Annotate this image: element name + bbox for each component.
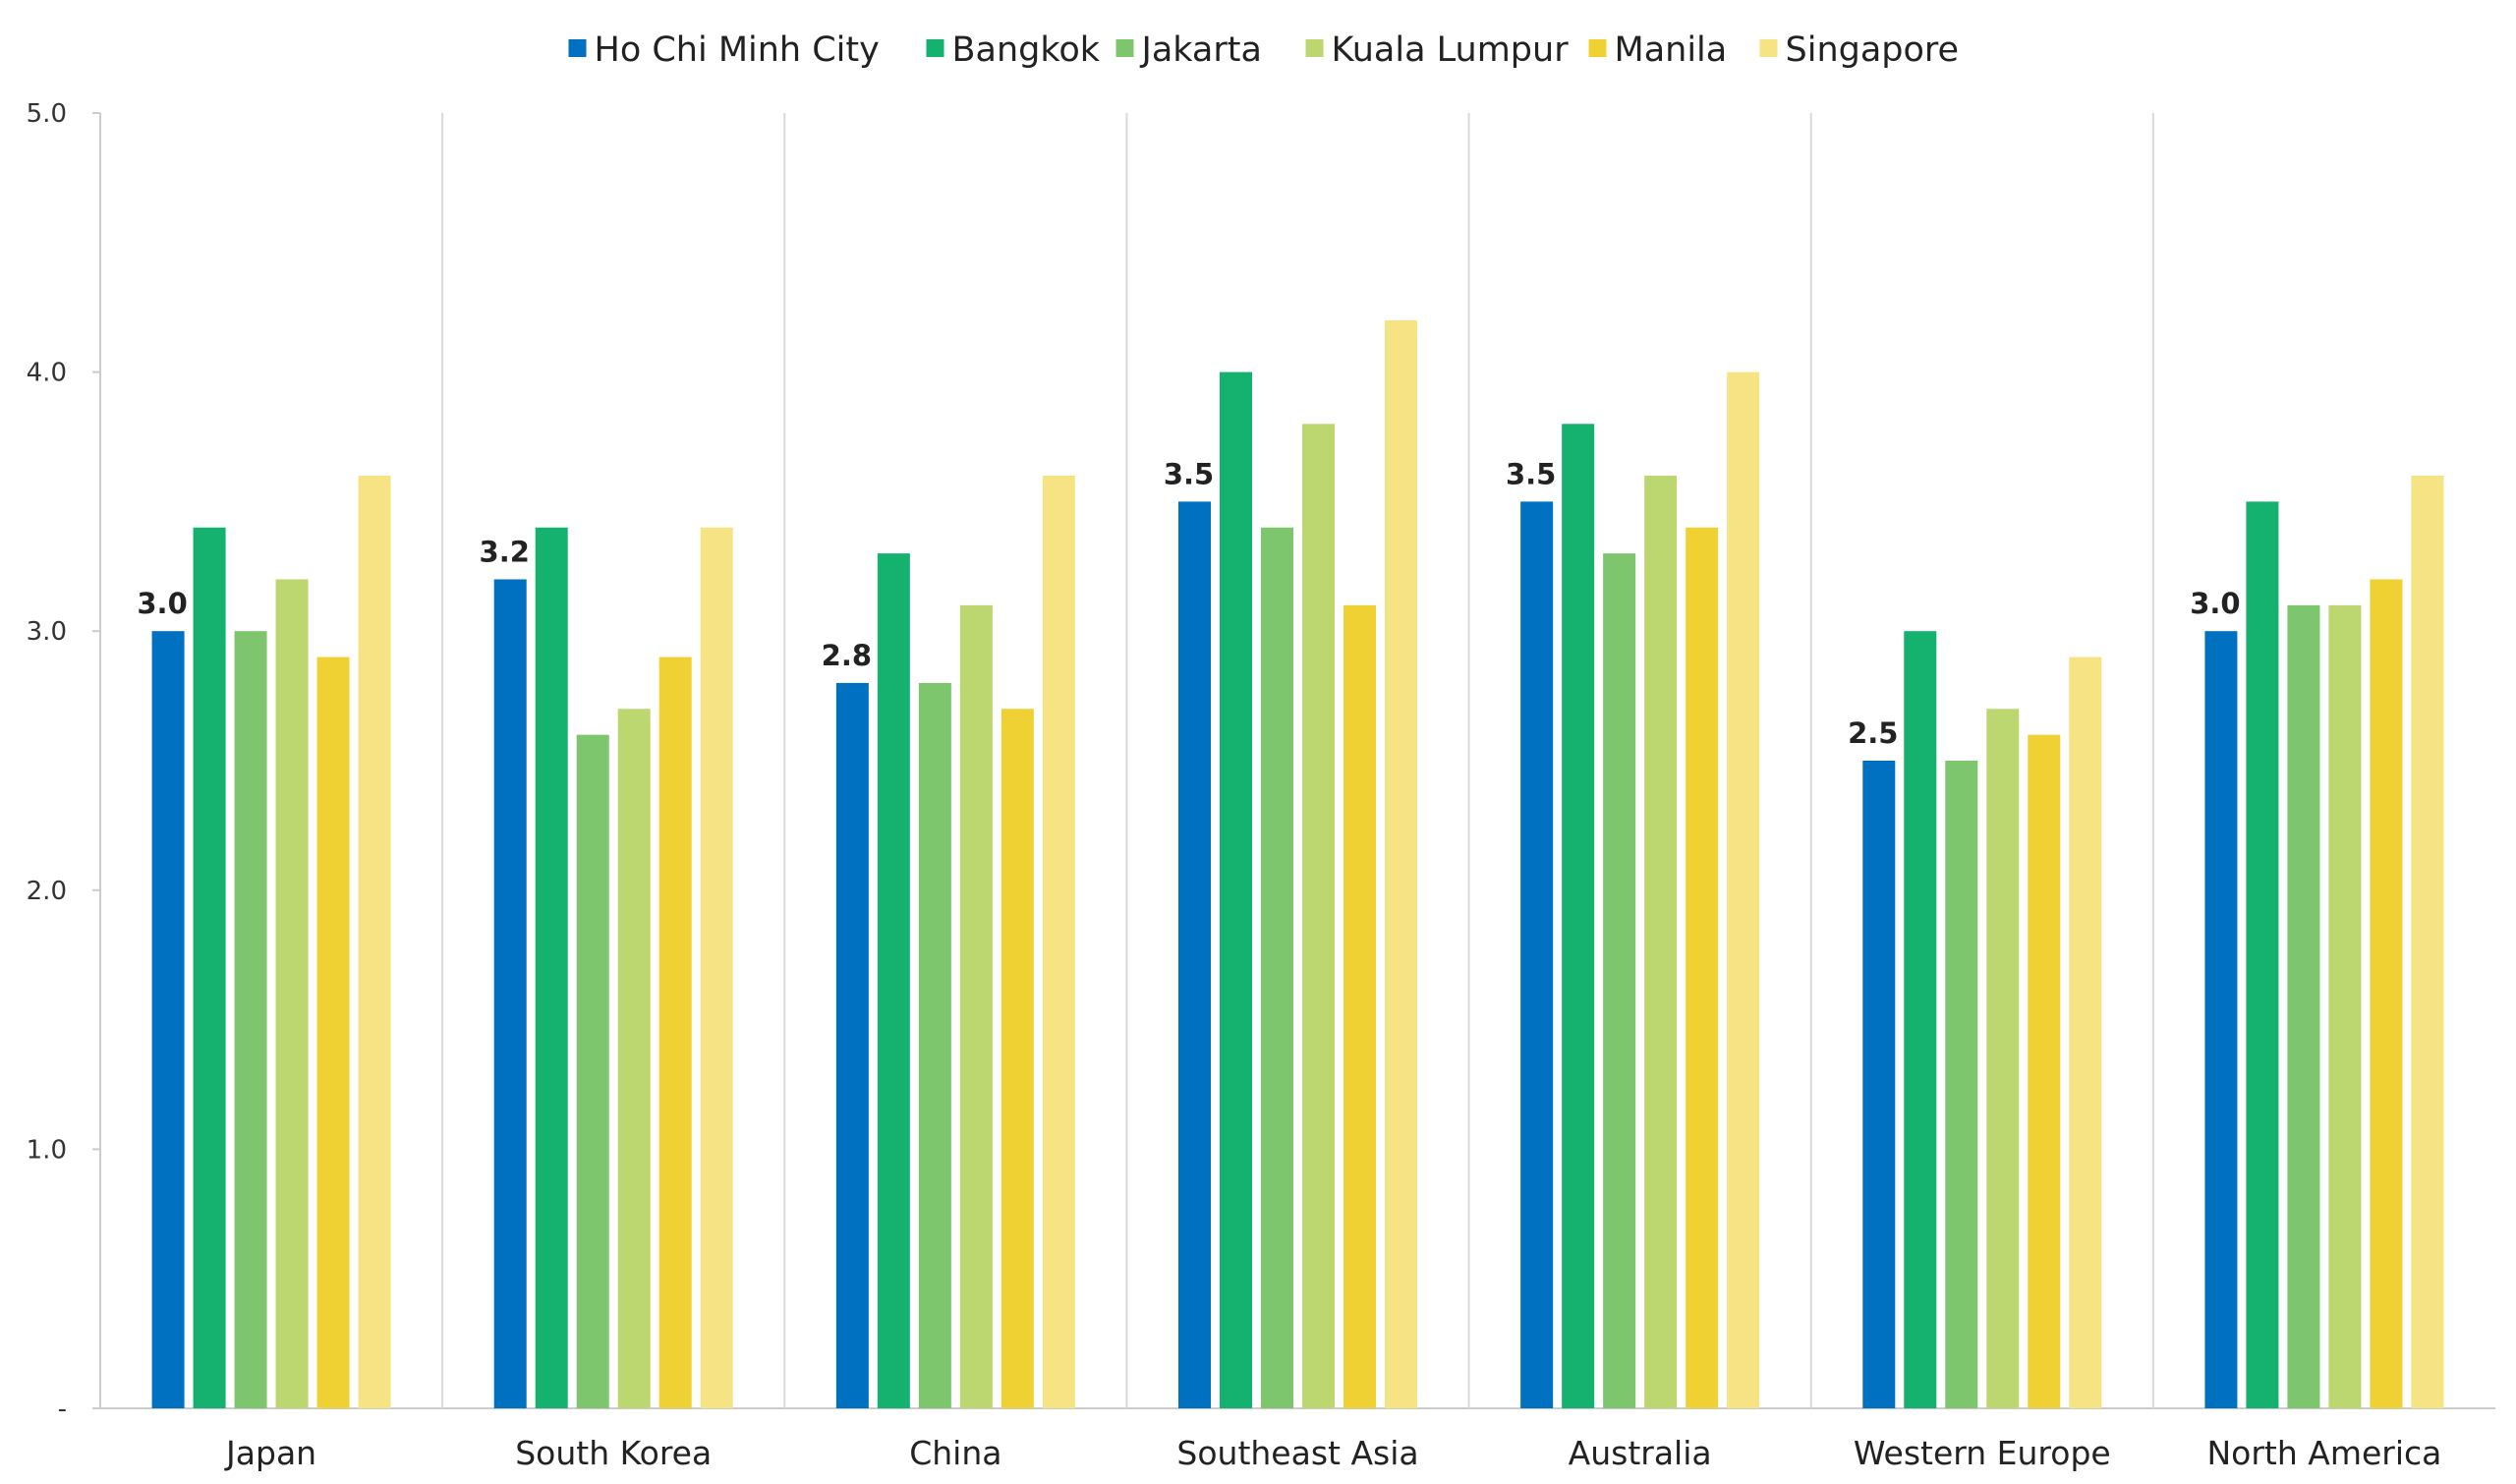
bar-manila: [658, 656, 692, 1408]
y-tick-label: 2.0: [27, 877, 67, 906]
bar-ho-chi-minh-city: [493, 579, 527, 1408]
legend-swatch: [926, 39, 944, 57]
legend-label: Singapore: [1786, 30, 1960, 70]
bar-jakarta: [1945, 761, 1978, 1408]
legend-label: Bangkok: [952, 30, 1101, 70]
bar-bangkok: [1220, 371, 1252, 1409]
x-category-label: China: [909, 1434, 1001, 1472]
y-tick-label: -: [58, 1395, 67, 1424]
bar-ho-chi-minh-city: [1178, 501, 1211, 1408]
bar-ho-chi-minh-city: [1862, 761, 1896, 1408]
bar-kuala-lumpur: [2328, 604, 2362, 1408]
data-label: 2.5: [1848, 716, 1898, 750]
x-category-label: North America: [2206, 1434, 2441, 1472]
x-category-label: South Korea: [515, 1434, 712, 1472]
legend-swatch: [568, 39, 587, 57]
axes: - 1.0 2.0 3.0 4.0 5.0 Japan South Korea China Sou…: [27, 99, 2495, 1472]
y-tick-label: 5.0: [27, 99, 67, 129]
bar-kuala-lumpur: [1644, 476, 1678, 1408]
legend-label: Ho Chi Minh City: [595, 30, 880, 70]
y-tick-label: 4.0: [27, 359, 67, 388]
x-category-label: Southeast Asia: [1176, 1434, 1418, 1472]
bar-singapore: [1727, 371, 1760, 1409]
bar-singapore: [1385, 319, 1417, 1408]
x-category-label: Australia: [1569, 1434, 1712, 1472]
legend-swatch: [1759, 39, 1778, 57]
data-label: 3.2: [480, 535, 530, 568]
bar-manila: [1686, 527, 1719, 1408]
bar-ho-chi-minh-city: [835, 682, 869, 1408]
bar-jakarta: [2287, 604, 2320, 1408]
bar-bangkok: [1904, 631, 1937, 1408]
x-category-label: Western Europe: [1854, 1434, 2111, 1472]
bar-kuala-lumpur: [617, 709, 651, 1408]
bar-singapore: [2069, 656, 2102, 1408]
bar-ho-chi-minh-city: [1520, 501, 1554, 1408]
bars: [151, 319, 2444, 1409]
bar-bangkok: [535, 527, 568, 1408]
bar-jakarta: [234, 631, 267, 1408]
y-tick-label: 1.0: [27, 1135, 67, 1165]
bar-bangkok: [193, 527, 226, 1408]
data-label: 2.8: [822, 639, 872, 672]
bar-ho-chi-minh-city: [2204, 631, 2238, 1408]
bar-singapore: [1042, 476, 1075, 1408]
x-category-label: Japan: [224, 1434, 316, 1472]
bar-manila: [2028, 734, 2061, 1408]
legend-swatch: [1305, 39, 1324, 57]
bar-jakarta: [918, 682, 951, 1408]
legend-label: Manila: [1615, 30, 1728, 70]
bar-manila: [1001, 709, 1034, 1408]
legend: Ho Chi Minh City Bangkok Jakarta Kuala Lump…: [568, 30, 1960, 70]
data-label: 3.5: [1506, 457, 1556, 490]
bar-singapore: [2411, 476, 2444, 1408]
legend-label: Kuala Lumpur: [1332, 30, 1570, 70]
bar-bangkok: [877, 553, 910, 1408]
bar-kuala-lumpur: [959, 604, 993, 1408]
data-label: 3.5: [1164, 457, 1214, 490]
legend-swatch: [1115, 39, 1134, 57]
bar-kuala-lumpur: [1986, 709, 2020, 1408]
legend-label: Jakarta: [1140, 30, 1262, 70]
bar-jakarta: [1261, 527, 1293, 1408]
bar-manila: [316, 656, 350, 1408]
bar-bangkok: [1562, 424, 1595, 1408]
bar-singapore: [358, 476, 391, 1408]
bar-manila: [2370, 579, 2403, 1408]
bar-kuala-lumpur: [1302, 424, 1335, 1408]
data-label: 3.0: [137, 587, 187, 620]
bar-jakarta: [576, 734, 609, 1408]
data-labels: 3.0 3.2 2.8 3.5 3.5 2.5 3.0: [137, 457, 2240, 750]
bar-ho-chi-minh-city: [151, 631, 185, 1408]
bar-singapore: [700, 527, 733, 1408]
bar-kuala-lumpur: [275, 579, 309, 1408]
data-label: 3.0: [2190, 587, 2240, 620]
bar-manila: [1344, 604, 1376, 1408]
bar-jakarta: [1603, 553, 1636, 1408]
bar-bangkok: [2246, 501, 2279, 1408]
legend-swatch: [1588, 39, 1607, 57]
y-tick-label: 3.0: [27, 617, 67, 647]
